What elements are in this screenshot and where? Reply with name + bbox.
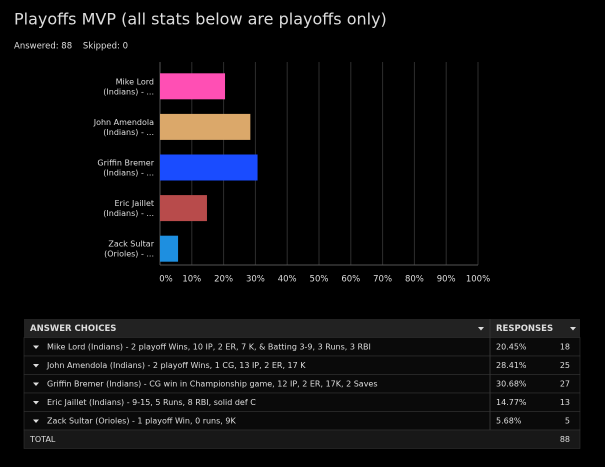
- expand-icon: [33, 345, 39, 349]
- table-total-bg: [23, 429, 581, 449]
- response-percent: 28.41%: [496, 361, 527, 370]
- response-count: 18: [560, 342, 570, 351]
- x-tick-label: 10%: [182, 275, 201, 285]
- x-tick-label: 90%: [437, 275, 456, 285]
- response-count: 13: [560, 398, 570, 407]
- response-percent: 14.77%: [496, 398, 527, 407]
- response-count: 27: [560, 379, 570, 388]
- chart-title: Playoffs MVP (all stats below are playof…: [14, 10, 387, 29]
- answer-choice: Zack Sultar (Orioles) - 1 playoff Win, 0…: [47, 416, 236, 425]
- answer-choice: Eric Jaillet (Indians) - 9-15, 5 Runs, 8…: [47, 398, 256, 407]
- y-tick-label: Mike Lord (Indians) - ...: [103, 77, 154, 96]
- bar: [160, 73, 226, 100]
- bar: [160, 235, 179, 262]
- answer-choice: Mike Lord (Indians) - 2 playoff Wins, 10…: [47, 342, 371, 351]
- total-label: TOTAL: [29, 435, 56, 444]
- expand-icon: [33, 419, 39, 423]
- response-percent: 20.45%: [496, 342, 527, 351]
- response-percent: 30.68%: [496, 379, 527, 388]
- y-tick-label: Griffin Bremer (Indians) - ...: [97, 158, 154, 177]
- y-tick-label: John Amendola (Indians) - ...: [93, 117, 154, 136]
- response-count: 5: [565, 416, 570, 425]
- x-tick-label: 50%: [310, 275, 329, 285]
- x-tick-label: 30%: [246, 275, 265, 285]
- x-tick-label: 40%: [278, 275, 297, 285]
- expand-icon: [33, 382, 39, 386]
- x-tick-label: 60%: [341, 275, 360, 285]
- table-header: RESPONSES: [496, 324, 553, 334]
- y-tick-label: Zack Sultar (Orioles) - ...: [104, 239, 155, 258]
- x-tick-label: 80%: [405, 275, 424, 285]
- response-count: 25: [560, 361, 570, 370]
- total-count: 88: [560, 435, 570, 444]
- bar: [160, 154, 258, 181]
- x-tick-label: 20%: [214, 275, 233, 285]
- response-percent: 5.68%: [496, 416, 522, 425]
- bar: [160, 113, 251, 140]
- x-tick-label: 100%: [466, 275, 490, 285]
- sort-icon: [478, 327, 484, 331]
- bar: [160, 195, 207, 222]
- subtitle: Answered: 88 Skipped: 0: [14, 42, 128, 52]
- sort-icon: [570, 327, 576, 331]
- answer-choice: John Amendola (Indians) - 2 playoff Wins…: [46, 361, 306, 370]
- expand-icon: [33, 401, 39, 405]
- table-header: ANSWER CHOICES: [30, 324, 116, 334]
- expand-icon: [33, 364, 39, 368]
- answer-choice: Griffin Bremer (Indians) - CG win in Cha…: [47, 379, 378, 388]
- table-header-bg: [24, 319, 580, 338]
- x-tick-label: 70%: [373, 275, 392, 285]
- y-tick-label: Eric Jaillet (Indians) - ...: [103, 199, 154, 218]
- x-tick-label: 0%: [159, 275, 173, 285]
